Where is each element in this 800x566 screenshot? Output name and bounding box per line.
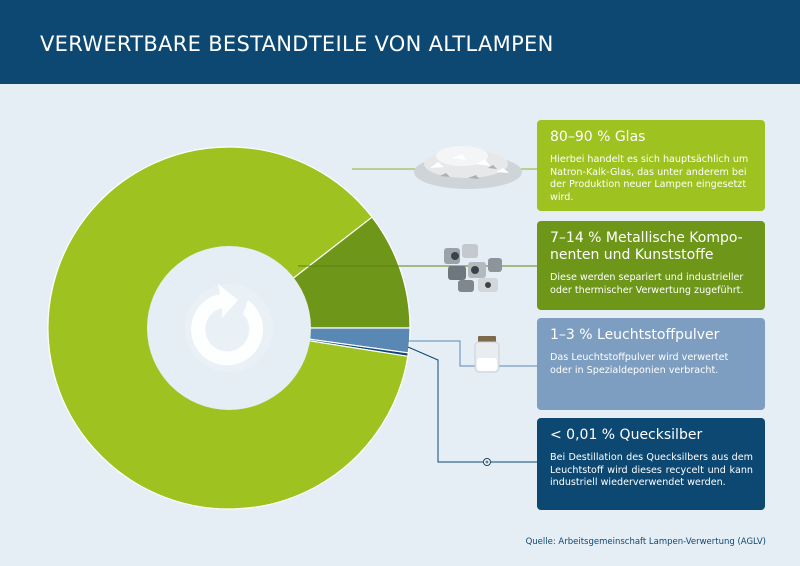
card-glas: 80–90 % Glas Hierbei handelt es sich hau… <box>537 120 765 211</box>
donut-hole <box>147 246 311 410</box>
recycle-icon <box>185 284 273 372</box>
connector-pulver <box>408 340 537 367</box>
composition-donut-chart <box>47 146 537 510</box>
powder-jar-image <box>474 336 500 373</box>
card-metall-text: Diese werden separiert und industrieller… <box>550 272 744 296</box>
mercury-drop-icon <box>483 458 491 466</box>
card-pulver: 1–3 % Leuchtstoffpulver Das Leuchtstoffp… <box>537 318 765 410</box>
connector-quecksilber <box>407 346 537 463</box>
card-pulver-title: 1–3 % Leuchtstoffpulver <box>550 327 720 343</box>
metal-parts-image <box>444 244 502 292</box>
card-metall-title: 7–14 % Metallische Kompo-nenten und Kuns… <box>550 230 743 263</box>
card-quecksilber: < 0,01 % Quecksilber Bei Destillation de… <box>537 418 765 510</box>
page-title: VERWERTBARE BESTANDTEILE VON ALTLAMPEN <box>40 32 554 56</box>
card-quecksilber-text: Bei Destillation des Quecksilbers aus de… <box>550 452 753 488</box>
card-glas-text: Hierbei handelt es sich hauptsächlich um… <box>550 154 749 203</box>
card-metall: 7–14 % Metallische Kompo-nenten und Kuns… <box>537 221 765 310</box>
header-bar: VERWERTBARE BESTANDTEILE VON ALTLAMPEN <box>0 0 800 84</box>
glass-shards-image <box>414 146 522 189</box>
card-glas-title: 80–90 % Glas <box>550 129 646 145</box>
card-pulver-text: Das Leuchtstoffpulver wird verwertet ode… <box>550 352 729 376</box>
source-note: Quelle: Arbeitsgemeinschaft Lampen-Verwe… <box>525 537 766 547</box>
card-quecksilber-title: < 0,01 % Quecksilber <box>550 427 703 443</box>
